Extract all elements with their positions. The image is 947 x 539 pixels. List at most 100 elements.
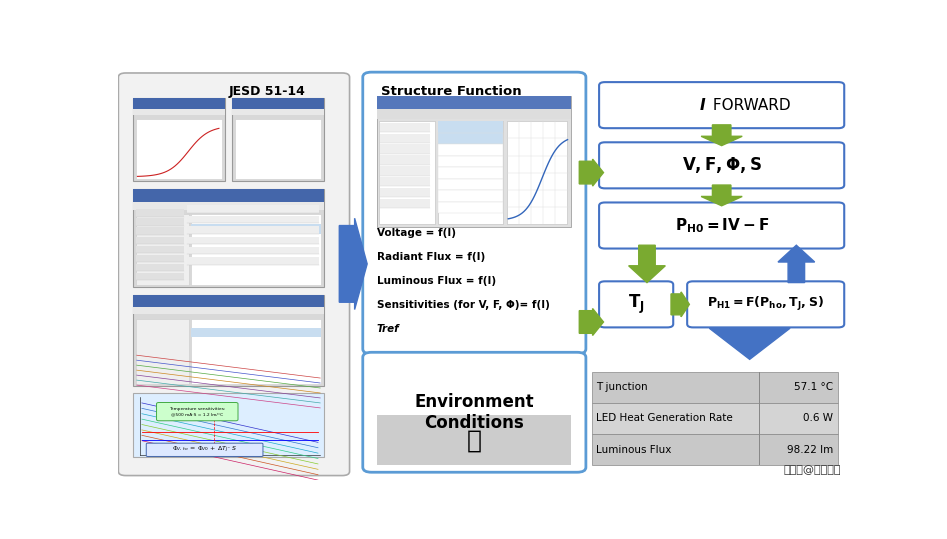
FancyBboxPatch shape: [118, 73, 349, 475]
FancyBboxPatch shape: [133, 109, 224, 115]
FancyBboxPatch shape: [438, 121, 503, 224]
FancyBboxPatch shape: [438, 202, 503, 213]
Text: 98.22 lm: 98.22 lm: [787, 445, 833, 454]
FancyBboxPatch shape: [507, 121, 567, 224]
Text: LED Heat Generation Rate: LED Heat Generation Rate: [597, 413, 733, 424]
FancyBboxPatch shape: [187, 216, 319, 223]
Text: $\mathbf{P_{H0} = IV - F}$: $\mathbf{P_{H0} = IV - F}$: [674, 216, 769, 235]
FancyBboxPatch shape: [377, 416, 571, 465]
Polygon shape: [580, 308, 603, 335]
Text: 0.6 W: 0.6 W: [803, 413, 833, 424]
Text: Structure Function: Structure Function: [381, 85, 522, 98]
FancyBboxPatch shape: [592, 372, 838, 403]
Polygon shape: [701, 125, 742, 146]
Text: Environment
Conditions: Environment Conditions: [415, 393, 534, 432]
FancyBboxPatch shape: [232, 109, 324, 115]
FancyBboxPatch shape: [191, 224, 321, 234]
Text: Temperature sensitivities:
@500 mA·S = 1.2 lm/°C: Temperature sensitivities: @500 mA·S = 1…: [169, 407, 225, 416]
FancyBboxPatch shape: [136, 319, 189, 384]
FancyBboxPatch shape: [133, 295, 324, 307]
FancyBboxPatch shape: [438, 133, 503, 144]
Polygon shape: [580, 159, 603, 186]
FancyBboxPatch shape: [187, 205, 319, 213]
FancyBboxPatch shape: [381, 134, 430, 143]
FancyBboxPatch shape: [136, 273, 184, 280]
Polygon shape: [671, 292, 689, 317]
FancyBboxPatch shape: [381, 166, 430, 176]
FancyBboxPatch shape: [438, 156, 503, 167]
Text: Sensitivities (for V, F, Φ)= f(I): Sensitivities (for V, F, Φ)= f(I): [377, 300, 549, 310]
FancyBboxPatch shape: [136, 218, 184, 226]
FancyBboxPatch shape: [377, 96, 571, 109]
Text: $\Phi_{V,ho}$ = $\Phi_{V0}$ + $\Delta T_J \cdot S$: $\Phi_{V,ho}$ = $\Phi_{V0}$ + $\Delta T_…: [171, 445, 237, 455]
FancyBboxPatch shape: [592, 434, 838, 465]
Text: 57.1 °C: 57.1 °C: [795, 382, 833, 392]
FancyBboxPatch shape: [133, 307, 324, 314]
FancyBboxPatch shape: [133, 189, 324, 202]
FancyBboxPatch shape: [599, 82, 844, 128]
Text: Voltage = f(I): Voltage = f(I): [377, 228, 456, 238]
Polygon shape: [709, 328, 790, 360]
FancyBboxPatch shape: [156, 403, 238, 421]
FancyBboxPatch shape: [599, 281, 673, 327]
FancyBboxPatch shape: [191, 328, 321, 337]
FancyBboxPatch shape: [136, 246, 184, 253]
FancyBboxPatch shape: [133, 392, 324, 457]
Text: Luminous Flux = f(I): Luminous Flux = f(I): [377, 276, 496, 286]
FancyBboxPatch shape: [235, 119, 321, 179]
FancyBboxPatch shape: [599, 203, 844, 248]
FancyBboxPatch shape: [187, 237, 319, 244]
FancyBboxPatch shape: [191, 215, 321, 285]
FancyBboxPatch shape: [232, 98, 324, 109]
FancyBboxPatch shape: [379, 121, 435, 224]
Polygon shape: [701, 185, 742, 206]
Text: $\mathbf{P_{H1} = F(P_{ho}, T_J, S)}$: $\mathbf{P_{H1} = F(P_{ho}, T_J, S)}$: [707, 295, 824, 313]
FancyBboxPatch shape: [136, 119, 222, 179]
Text: Luminous Flux: Luminous Flux: [597, 445, 671, 454]
FancyBboxPatch shape: [592, 403, 838, 434]
Text: $\mathbf{T_J}$: $\mathbf{T_J}$: [628, 293, 645, 316]
FancyBboxPatch shape: [232, 98, 324, 181]
FancyBboxPatch shape: [363, 72, 586, 354]
FancyBboxPatch shape: [381, 199, 430, 208]
FancyBboxPatch shape: [187, 247, 319, 254]
Text: Tref: Tref: [377, 324, 400, 334]
FancyBboxPatch shape: [187, 226, 319, 233]
FancyBboxPatch shape: [377, 96, 571, 226]
FancyBboxPatch shape: [438, 178, 503, 190]
FancyBboxPatch shape: [133, 189, 324, 287]
FancyBboxPatch shape: [133, 202, 324, 210]
FancyBboxPatch shape: [377, 109, 571, 119]
FancyBboxPatch shape: [381, 123, 430, 132]
FancyBboxPatch shape: [133, 295, 324, 386]
FancyBboxPatch shape: [133, 98, 224, 181]
FancyBboxPatch shape: [381, 144, 430, 154]
FancyBboxPatch shape: [187, 257, 319, 265]
Text: FORWARD: FORWARD: [707, 98, 791, 113]
Polygon shape: [778, 245, 814, 282]
Polygon shape: [629, 245, 666, 282]
Text: I: I: [700, 98, 706, 113]
FancyBboxPatch shape: [381, 177, 430, 186]
Text: 搜狐号@金鉴学工: 搜狐号@金鉴学工: [784, 465, 841, 475]
FancyBboxPatch shape: [191, 319, 321, 384]
FancyBboxPatch shape: [136, 264, 184, 271]
Text: T junction: T junction: [597, 382, 648, 392]
FancyBboxPatch shape: [381, 188, 430, 197]
FancyBboxPatch shape: [438, 190, 503, 202]
FancyBboxPatch shape: [438, 121, 503, 134]
Text: 📷: 📷: [467, 429, 482, 452]
FancyBboxPatch shape: [136, 255, 184, 262]
FancyBboxPatch shape: [136, 237, 184, 244]
Text: Radiant Flux = f(I): Radiant Flux = f(I): [377, 252, 485, 262]
FancyBboxPatch shape: [438, 144, 503, 156]
FancyBboxPatch shape: [133, 98, 224, 109]
Text: $\mathbf{V, F, \Phi, S}$: $\mathbf{V, F, \Phi, S}$: [682, 155, 761, 175]
FancyBboxPatch shape: [438, 167, 503, 178]
FancyBboxPatch shape: [381, 155, 430, 165]
Text: JESD 51-14: JESD 51-14: [228, 85, 306, 98]
FancyBboxPatch shape: [136, 215, 189, 285]
FancyBboxPatch shape: [146, 443, 263, 457]
FancyBboxPatch shape: [363, 353, 586, 472]
FancyBboxPatch shape: [136, 227, 184, 235]
